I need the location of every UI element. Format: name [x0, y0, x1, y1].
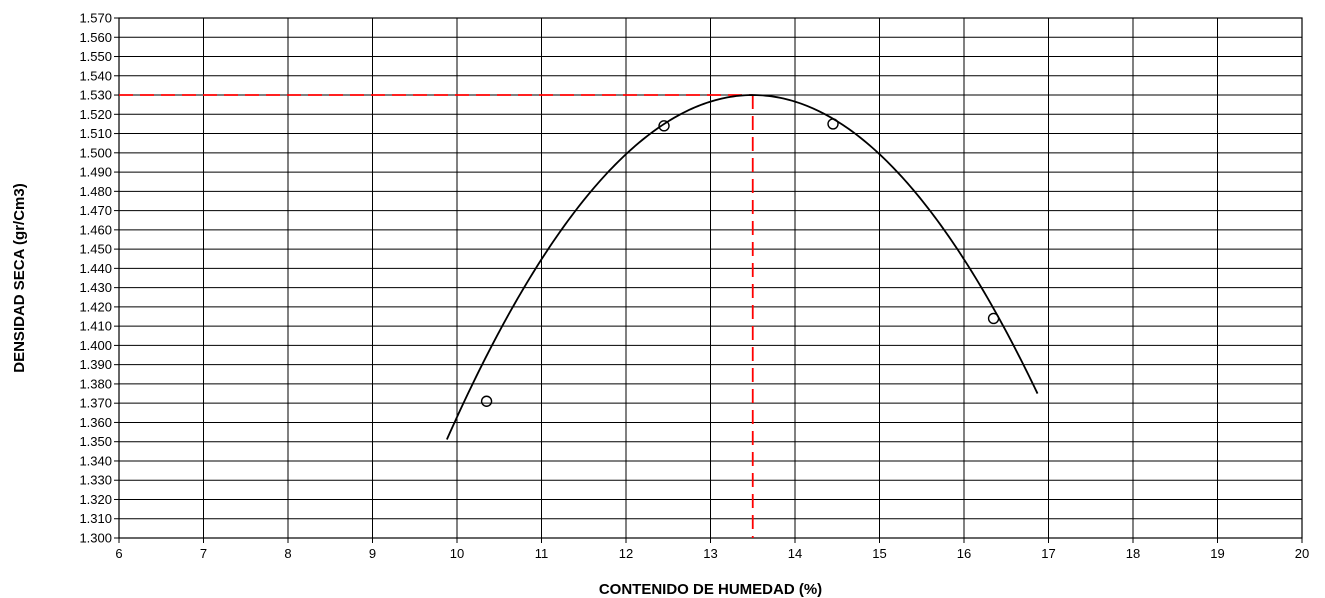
- x-tick-label: 11: [535, 546, 549, 561]
- x-tick-label: 12: [619, 546, 633, 561]
- x-tick-label: 19: [1210, 546, 1224, 561]
- y-tick-label: 1.560: [79, 30, 112, 45]
- x-tick-label: 17: [1041, 546, 1055, 561]
- y-axis-title: DENSIDAD SECA (gr/Cm3): [11, 183, 28, 372]
- y-tick-label: 1.310: [79, 511, 112, 526]
- y-tick-label: 1.360: [79, 415, 112, 430]
- y-tick-label: 1.410: [79, 319, 112, 334]
- y-tick-label: 1.330: [79, 473, 112, 488]
- y-tick-label: 1.320: [79, 492, 112, 507]
- y-tick-label: 1.450: [79, 242, 112, 257]
- data-point: [480, 395, 493, 407]
- x-tick-label: 6: [115, 546, 122, 561]
- y-tick-label: 1.550: [79, 49, 112, 64]
- data-points: [480, 118, 1000, 407]
- data-point: [658, 120, 670, 132]
- y-tick-label: 1.500: [79, 145, 112, 160]
- x-tick-label: 10: [450, 546, 464, 561]
- x-tick-label: 7: [200, 546, 207, 561]
- x-tick-label: 16: [957, 546, 971, 561]
- grid-lines: [114, 17, 1303, 543]
- x-tick-label: 9: [369, 546, 376, 561]
- x-axis-title: CONTENIDO DE HUMEDAD (%): [599, 581, 822, 598]
- y-tick-label: 1.470: [79, 203, 112, 218]
- y-tick-labels: 1.300 1.310 1.320 1.330 1.340 1.350 1.360 1.370…: [79, 11, 112, 546]
- y-tick-label: 1.540: [79, 68, 112, 83]
- y-tick-label: 1.420: [79, 299, 112, 314]
- data-point: [987, 312, 1000, 325]
- x-tick-label: 18: [1126, 546, 1140, 561]
- y-tick-label: 1.380: [79, 376, 112, 391]
- x-tick-label: 13: [703, 546, 717, 561]
- data-point: [827, 118, 839, 130]
- y-tick-label: 1.430: [79, 280, 112, 295]
- y-tick-label: 1.390: [79, 357, 112, 372]
- y-tick-label: 1.490: [79, 165, 112, 180]
- x-tick-label: 20: [1295, 546, 1309, 561]
- y-tick-label: 1.460: [79, 222, 112, 237]
- density-curve: [446, 94, 1039, 440]
- y-tick-label: 1.340: [79, 453, 112, 468]
- x-tick-label: 8: [284, 546, 291, 561]
- y-tick-label: 1.520: [79, 107, 112, 122]
- y-tick-label: 1.530: [79, 88, 112, 103]
- plot-border: [118, 17, 1303, 539]
- y-tick-label: 1.480: [79, 184, 112, 199]
- y-tick-label: 1.370: [79, 396, 112, 411]
- y-tick-label: 1.300: [79, 531, 112, 546]
- y-tick-label: 1.570: [79, 11, 112, 26]
- x-tick-label: 15: [872, 546, 886, 561]
- y-tick-label: 1.400: [79, 338, 112, 353]
- y-tick-label: 1.350: [79, 434, 112, 449]
- x-tick-label: 14: [788, 546, 802, 561]
- y-tick-label: 1.440: [79, 261, 112, 276]
- optimum-marker: [119, 94, 754, 538]
- y-tick-label: 1.510: [79, 126, 112, 141]
- x-tick-labels: 6 7 8 9 10 11 12 13 14 15 16 17 18 19 20: [115, 546, 1309, 561]
